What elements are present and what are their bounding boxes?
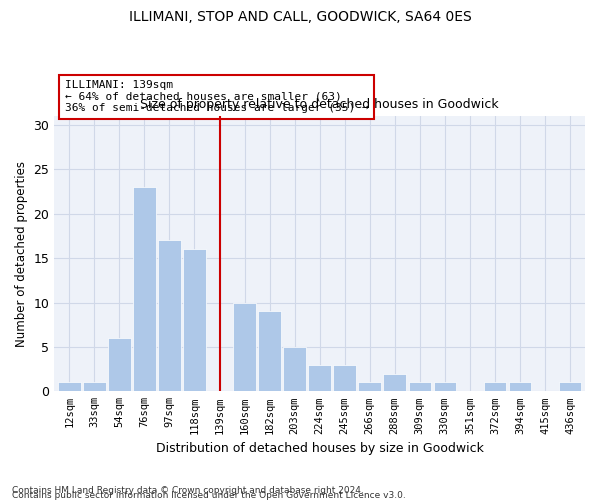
Bar xyxy=(108,338,131,392)
Bar xyxy=(158,240,181,392)
Text: Contains HM Land Registry data © Crown copyright and database right 2024.: Contains HM Land Registry data © Crown c… xyxy=(12,486,364,495)
Bar xyxy=(133,187,155,392)
Y-axis label: Number of detached properties: Number of detached properties xyxy=(15,160,28,346)
Bar xyxy=(83,382,106,392)
Bar xyxy=(233,302,256,392)
Bar xyxy=(434,382,456,392)
Bar xyxy=(559,382,581,392)
Bar xyxy=(409,382,431,392)
Title: Size of property relative to detached houses in Goodwick: Size of property relative to detached ho… xyxy=(140,98,499,110)
Text: ILLIMANI, STOP AND CALL, GOODWICK, SA64 0ES: ILLIMANI, STOP AND CALL, GOODWICK, SA64 … xyxy=(128,10,472,24)
Bar xyxy=(334,364,356,392)
Bar xyxy=(484,382,506,392)
Bar xyxy=(308,364,331,392)
Bar xyxy=(259,312,281,392)
Bar xyxy=(183,249,206,392)
Bar xyxy=(358,382,381,392)
Bar xyxy=(283,347,306,392)
Text: ILLIMANI: 139sqm
← 64% of detached houses are smaller (63)
36% of semi-detached : ILLIMANI: 139sqm ← 64% of detached house… xyxy=(65,80,368,114)
Text: Contains public sector information licensed under the Open Government Licence v3: Contains public sector information licen… xyxy=(12,490,406,500)
Bar xyxy=(58,382,80,392)
X-axis label: Distribution of detached houses by size in Goodwick: Distribution of detached houses by size … xyxy=(156,442,484,455)
Bar xyxy=(509,382,531,392)
Bar xyxy=(383,374,406,392)
